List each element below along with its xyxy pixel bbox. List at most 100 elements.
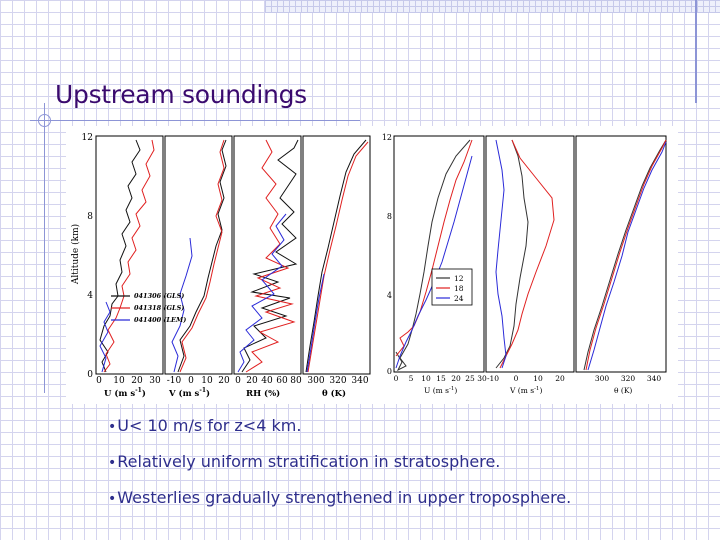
- left-legend: 041306 (GLS) 041318 (GLS) 041400 (LEM): [111, 292, 186, 324]
- right-accent-rule: [695, 0, 697, 103]
- left-xticks: 0 10 20 30 -10 0 10 20 0 20 40 60 80 300…: [96, 376, 369, 386]
- right-xticks: 0 5 10 15 20 25 30 -10 0 10 20 300 320 3…: [394, 374, 662, 383]
- left-accent-rule: [44, 103, 45, 393]
- figure-left: Altitude (km) 12 8 4 0: [70, 133, 371, 399]
- slide-title: Upstream soundings: [55, 80, 307, 109]
- bullet-dot: •: [108, 419, 117, 435]
- right-u-gray: [395, 139, 471, 372]
- left-u-black: [99, 139, 141, 373]
- right-v-blue: [495, 139, 507, 369]
- accent-circle: [38, 114, 51, 127]
- right-ytick-8: 8: [387, 212, 392, 221]
- sounding-figure-svg: Altitude (km) 12 8 4 0: [70, 133, 667, 399]
- right-ytick-12: 12: [382, 133, 392, 142]
- left-ytick-8: 8: [87, 212, 93, 222]
- left-panel-theta-frame: [302, 135, 371, 375]
- rh-tick-0: 0: [235, 376, 241, 386]
- left-rh-curves: [237, 139, 299, 373]
- right-theta-gray: [583, 139, 667, 371]
- right-v-xlabel: V (m s-1): [509, 386, 542, 395]
- right-ytick-4: 4: [387, 291, 392, 300]
- right-u-red: [395, 139, 473, 357]
- rt-tick-300: 300: [595, 374, 610, 383]
- v-tick-m10: -10: [167, 376, 182, 386]
- v-tick-10: 10: [201, 376, 213, 386]
- right-legend-label-12: 12: [454, 274, 464, 283]
- right-panel-theta-frame: [575, 135, 667, 373]
- rv-tick-20: 20: [555, 374, 565, 383]
- right-xlabels: U (m s-1) V (m s-1) θ (K): [424, 386, 632, 395]
- rh-tick-20: 20: [246, 376, 258, 386]
- right-u-xlabel: U (m s-1): [424, 386, 457, 395]
- left-xlabels: U (m s-1) V (m s-1) RH (%) θ (K): [104, 387, 346, 399]
- bullet-list: •U< 10 m/s for z<4 km. •Relatively unifo…: [108, 414, 571, 522]
- right-v-curves: [495, 139, 555, 369]
- rv-tick-10: 10: [533, 374, 543, 383]
- left-ytick-12: 12: [82, 133, 93, 143]
- u-tick-10: 10: [113, 376, 125, 386]
- left-ylabel: Altitude (km): [70, 224, 81, 285]
- right-v-gray: [495, 139, 529, 369]
- right-legend-box: [431, 268, 473, 306]
- rv-tick-0: 0: [514, 374, 519, 383]
- rh-tick-40: 40: [261, 376, 273, 386]
- u-tick-30: 30: [149, 376, 161, 386]
- legend-label-041400: 041400 (LEM): [134, 316, 186, 324]
- rv-tick-m10: -10: [487, 374, 499, 383]
- rt-tick-320: 320: [621, 374, 636, 383]
- theta-tick-340: 340: [351, 376, 368, 386]
- left-rh-blue: [237, 213, 287, 373]
- ru-tick-5: 5: [409, 374, 414, 383]
- rh-tick-80: 80: [290, 376, 302, 386]
- rv-tick-30: 30: [477, 374, 487, 383]
- ru-tick-0: 0: [394, 374, 399, 383]
- left-rh-red: [245, 139, 296, 373]
- right-legend-label-18: 18: [454, 284, 464, 293]
- bullet-text: Westerlies gradually strengthened in upp…: [117, 488, 572, 507]
- bullet-text: U< 10 m/s for z<4 km.: [117, 416, 302, 435]
- left-u-blue: [99, 301, 111, 373]
- ru-tick-15: 15: [436, 374, 446, 383]
- left-v-curves: [171, 139, 227, 373]
- left-theta-curves: [305, 139, 369, 373]
- left-panel-u-frame: [95, 135, 164, 375]
- v-tick-0: 0: [188, 376, 194, 386]
- left-v-red: [179, 139, 225, 373]
- top-decoration-band: [265, 0, 720, 13]
- left-rh-xlabel: RH (%): [246, 388, 280, 399]
- right-theta-xlabel: θ (K): [614, 386, 632, 395]
- left-theta-xlabel: θ (K): [322, 388, 346, 399]
- v-tick-20: 20: [218, 376, 230, 386]
- bullet-dot: •: [108, 491, 117, 507]
- bullet-item: •Relatively uniform stratification in st…: [108, 450, 571, 486]
- ru-tick-25: 25: [465, 374, 475, 383]
- right-theta-blue: [587, 141, 667, 371]
- left-panel-rh-frame: [233, 135, 302, 375]
- sounding-figure: Altitude (km) 12 8 4 0: [66, 126, 678, 404]
- legend-label-041306: 041306 (GLS): [134, 292, 184, 300]
- ru-tick-10: 10: [421, 374, 431, 383]
- right-theta-curves: [583, 139, 667, 371]
- right-legend: 12 18 24: [431, 268, 473, 306]
- right-legend-label-24: 24: [454, 294, 464, 303]
- left-ytick-0: 0: [87, 370, 93, 380]
- left-theta-blue: [306, 273, 325, 373]
- left-theta-black: [305, 139, 367, 373]
- right-u-curves: [395, 139, 473, 372]
- ru-tick-20: 20: [451, 374, 461, 383]
- theta-tick-320: 320: [329, 376, 346, 386]
- legend-label-041318: 041318 (GLS): [134, 304, 184, 312]
- rt-tick-340: 340: [647, 374, 662, 383]
- left-u-curves: [99, 139, 155, 373]
- figure-right: 12 8 4 0 12 18 24: [382, 133, 667, 395]
- left-panel-v-frame: [164, 135, 233, 375]
- left-v-black: [177, 139, 227, 373]
- rh-tick-60: 60: [276, 376, 288, 386]
- left-v-xlabel: V (m s-1): [168, 387, 210, 399]
- theta-tick-300: 300: [307, 376, 324, 386]
- left-u-xlabel: U (m s-1): [104, 387, 146, 399]
- right-ytick-0: 0: [387, 367, 392, 376]
- right-panel-u-frame: [393, 135, 485, 373]
- u-tick-20: 20: [131, 376, 143, 386]
- left-u-red: [103, 139, 155, 373]
